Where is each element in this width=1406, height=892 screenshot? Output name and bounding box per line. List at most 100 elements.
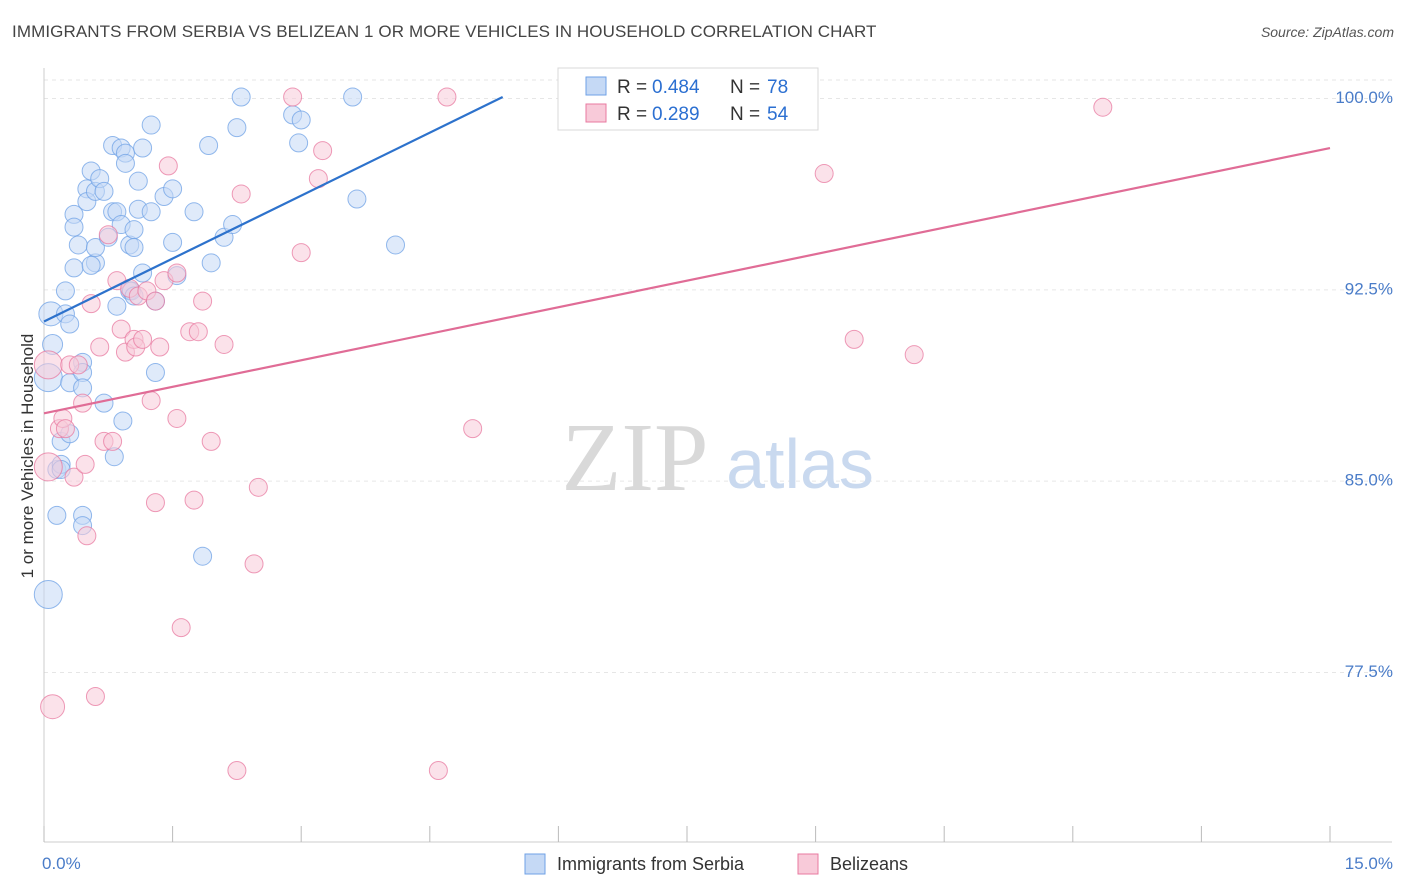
serbia-point-62 <box>199 135 219 155</box>
grid-lines <box>44 79 1392 673</box>
trend-lines <box>43 96 1331 415</box>
y-tick-label-0: 77.5% <box>1345 662 1393 681</box>
belizeans-point-47 <box>291 243 311 263</box>
serbia-point-69 <box>289 133 309 153</box>
belizeans-point-14 <box>90 337 110 357</box>
belizeans-point-35 <box>171 618 191 638</box>
legend-n-value-serbia: 78 <box>767 77 788 98</box>
legend-r-value-serbia: 0.484 <box>652 77 700 98</box>
serbia-point-39 <box>113 411 133 431</box>
belizeans-point-56 <box>1093 97 1113 117</box>
axes <box>43 68 1392 843</box>
chart-title: IMMIGRANTS FROM SERBIA VS BELIZEAN 1 OR … <box>12 22 877 41</box>
serbia-point-55 <box>145 363 165 383</box>
belizeans-point-50 <box>428 760 448 780</box>
serbia-point-46 <box>124 220 144 240</box>
bottom-legend-label-serbia: Immigrants from Serbia <box>557 854 745 874</box>
belizeans-point-7 <box>64 467 84 487</box>
serbia-point-71 <box>343 87 363 107</box>
belizeans-point-28 <box>145 291 165 311</box>
serbia-point-4 <box>47 505 67 525</box>
serbia-point-8 <box>55 281 75 301</box>
belizeans-point-53 <box>814 164 834 184</box>
belizeans-point-52 <box>463 419 483 439</box>
serbia-trend-line <box>43 96 504 323</box>
serbia-point-72 <box>347 189 367 209</box>
legend: R = 0.484 N = 78 R = 0.289 N = 54 <box>557 67 819 131</box>
belizeans-point-44 <box>244 554 264 574</box>
belizeans-point-27 <box>141 391 161 411</box>
serbia-point-67 <box>231 87 251 107</box>
serbia-point-49 <box>128 171 148 191</box>
belizeans-point-45 <box>248 477 268 497</box>
y-tick-label-2: 92.5% <box>1345 279 1393 298</box>
watermark: ZIP atlas <box>562 404 874 512</box>
serbia-point-53 <box>141 115 161 135</box>
serbia-point-41 <box>115 153 135 173</box>
bottom-legend: Immigrants from Serbia Belizeans <box>524 853 908 875</box>
belizeans-point-38 <box>188 322 208 342</box>
bottom-legend-swatch-serbia <box>524 853 546 875</box>
belizeans-point-40 <box>201 431 221 451</box>
belizeans-point-5 <box>55 419 75 439</box>
serbia-point-52 <box>141 202 161 222</box>
legend-n-label-serbia: N = <box>730 77 760 98</box>
belizeans-point-2 <box>40 694 66 720</box>
x-tick-label-start: 0.0% <box>42 854 81 873</box>
belizeans-point-46 <box>283 87 303 107</box>
serbia-point-12 <box>60 314 80 334</box>
chart-source: Source: ZipAtlas.com <box>1260 24 1394 40</box>
belizeans-trend-line <box>43 146 1331 415</box>
serbia-point-70 <box>291 110 311 130</box>
belizeans-point-42 <box>227 760 247 780</box>
watermark-atlas: atlas <box>726 425 874 503</box>
legend-r-label-belizeans: R = <box>617 104 647 125</box>
serbia-point-35 <box>107 296 127 316</box>
serbia-point-77 <box>81 255 101 275</box>
tick-labels: 77.5% 85.0% 92.5% 100.0% 0.0% 15.0% <box>42 88 1393 873</box>
bottom-legend-swatch-belizeans <box>797 853 819 875</box>
serbia-point-66 <box>227 118 247 138</box>
belizeans-point-10 <box>75 454 95 474</box>
legend-r-label-serbia: R = <box>617 77 647 98</box>
legend-n-value-belizeans: 54 <box>767 104 789 125</box>
legend-n-label-belizeans: N = <box>730 104 760 125</box>
serbia-point-58 <box>163 232 183 252</box>
bottom-legend-label-belizeans: Belizeans <box>830 854 908 874</box>
belizeans-point-29 <box>145 493 165 513</box>
belizeans-point-17 <box>103 431 123 451</box>
belizeans-point-43 <box>231 184 251 204</box>
y-tick-label-3: 100.0% <box>1335 88 1393 107</box>
belizeans-point-25 <box>133 329 153 349</box>
watermark-zip: ZIP <box>562 404 709 512</box>
belizeans-point-1 <box>33 452 63 482</box>
serbia-point-65 <box>223 215 243 235</box>
serbia-point-51 <box>133 138 153 158</box>
serbia-point-0 <box>33 579 63 609</box>
belizeans-point-0 <box>33 350 63 380</box>
legend-r-value-belizeans: 0.289 <box>652 104 700 125</box>
serbia-point-60 <box>184 202 204 222</box>
belizeans-point-54 <box>844 329 864 349</box>
serbia-point-73 <box>386 235 406 255</box>
belizeans-point-41 <box>214 334 234 354</box>
serbia-point-47 <box>124 238 144 258</box>
serbia-point-57 <box>163 179 183 199</box>
belizeans-point-16 <box>98 225 118 245</box>
serbia-point-63 <box>201 253 221 273</box>
belizeans-point-49 <box>313 141 333 161</box>
belizeans-point-37 <box>184 490 204 510</box>
legend-swatch-serbia <box>585 76 607 96</box>
serbia-point-16 <box>68 235 88 255</box>
belizeans-point-19 <box>111 319 131 339</box>
serbia-point-61 <box>193 546 213 566</box>
belizeans-point-51 <box>437 87 457 107</box>
serbia-point-15 <box>64 258 84 278</box>
belizeans-point-13 <box>85 687 105 707</box>
belizeans-point-55 <box>904 345 924 365</box>
belizeans-point-39 <box>193 291 213 311</box>
y-axis-label: 1 or more Vehicles in Household <box>18 334 37 579</box>
belizeans-point-32 <box>158 156 178 176</box>
serbia-point-14 <box>64 217 84 237</box>
